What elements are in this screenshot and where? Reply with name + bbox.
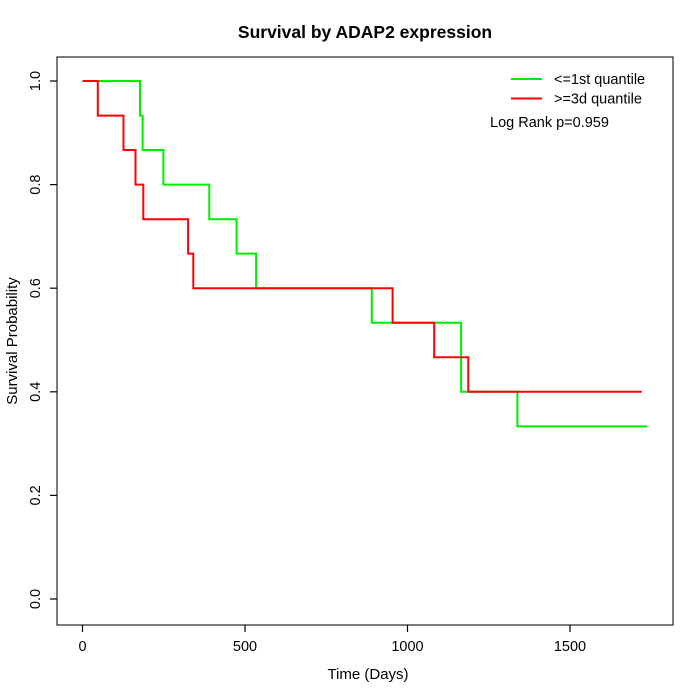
y-tick-label: 0.4 bbox=[28, 382, 44, 402]
legend: <=1st quantile >=3d quantile Log Rank p=… bbox=[490, 72, 645, 131]
y-axis-label: Survival Probability bbox=[4, 277, 21, 405]
x-tick-label: 1000 bbox=[391, 639, 423, 655]
y-tick-label: 1.0 bbox=[28, 71, 44, 91]
x-tick-label: 1500 bbox=[554, 639, 586, 655]
y-tick-label: 0.8 bbox=[28, 175, 44, 195]
legend-label-third-quantile: >=3d quantile bbox=[554, 92, 642, 108]
x-axis-label: Time (Days) bbox=[327, 666, 408, 683]
chart-title: Survival by ADAP2 expression bbox=[238, 22, 492, 42]
km-curve-first-quantile bbox=[82, 80, 648, 428]
y-tick-label: 0.6 bbox=[28, 278, 44, 298]
plot-box bbox=[56, 56, 674, 626]
y-tick-label: 0.0 bbox=[28, 589, 44, 609]
x-tick-label: 500 bbox=[233, 639, 257, 655]
x-tick-label: 0 bbox=[78, 639, 86, 655]
x-axis-ticks: 0 500 1000 1500 bbox=[78, 625, 586, 655]
km-curve-third-quantile bbox=[82, 80, 642, 393]
legend-label-first-quantile: <=1st quantile bbox=[554, 72, 645, 88]
y-axis-ticks: 0.0 0.2 0.4 0.6 0.8 1.0 bbox=[28, 71, 57, 609]
y-tick-label: 0.2 bbox=[28, 485, 44, 505]
log-rank-annotation: Log Rank p=0.959 bbox=[490, 115, 609, 131]
